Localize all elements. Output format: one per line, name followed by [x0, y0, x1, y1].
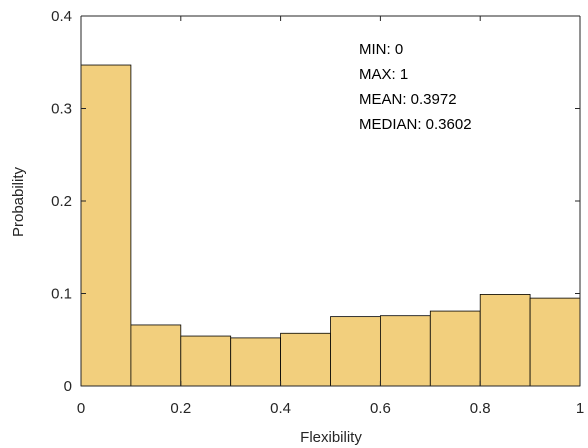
histogram-bar [429, 310, 481, 387]
x-tick-label: 0.6 [370, 400, 391, 417]
histogram-bar [180, 335, 232, 387]
x-tick-label: 1 [576, 400, 584, 417]
y-axis-label: Probability [10, 166, 27, 237]
stat-max: MAX: 1 [359, 66, 408, 83]
histogram-bar [379, 315, 431, 387]
bars-group [80, 64, 581, 387]
histogram-bar [280, 332, 331, 387]
stat-min: MIN: 0 [359, 41, 403, 58]
x-tick-label: 0.4 [270, 400, 291, 417]
x-axis-label: Flexibility [300, 429, 362, 446]
x-tick-label: 0 [77, 400, 85, 417]
histogram-bar [479, 294, 531, 387]
histogram-bar [130, 324, 182, 387]
histogram-bar [529, 297, 581, 387]
y-tick-label: 0.2 [51, 193, 72, 210]
histogram-bar [230, 337, 281, 387]
stat-median: MEDIAN: 0.3602 [359, 116, 472, 133]
x-tick-label: 0.2 [170, 400, 191, 417]
y-tick-label: 0.4 [51, 8, 72, 25]
y-tick-label: 0.1 [51, 286, 72, 303]
histogram-bar [330, 316, 381, 387]
y-tick-label: 0.3 [51, 101, 72, 118]
stats-annotation: MIN: 0 MAX: 1 MEAN: 0.3972 MEDIAN: 0.360… [359, 41, 472, 133]
y-tick-label: 0 [64, 378, 72, 395]
ticks-group: 0 0.2 0.4 0.6 0.8 1 0 0.1 0.2 0.3 0.4 [51, 8, 584, 417]
x-tick-label: 0.8 [470, 400, 491, 417]
histogram-bar [80, 64, 132, 387]
stat-mean: MEAN: 0.3972 [359, 91, 457, 108]
